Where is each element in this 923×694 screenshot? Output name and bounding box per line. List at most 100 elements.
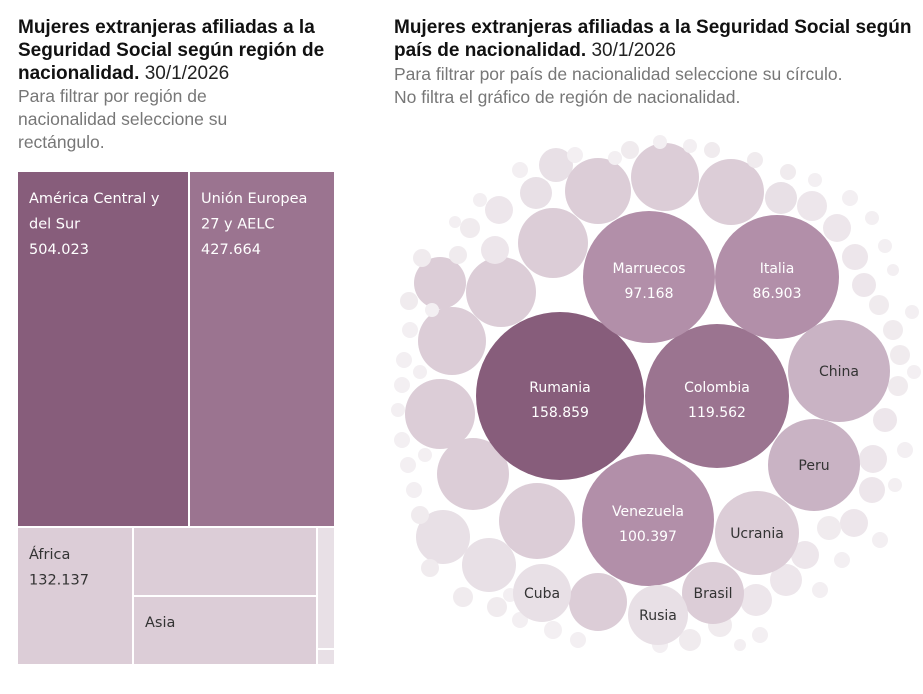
treemap-cell-asia[interactable]: Asia [134,597,316,664]
bubble-other-17[interactable] [873,408,897,432]
bubble-other-7[interactable] [518,208,588,278]
bubble-other-58[interactable] [683,139,697,153]
bubble-other-60[interactable] [747,152,763,168]
bubble-ucrania[interactable]: Ucrania [715,491,799,575]
bubble-other-47[interactable] [406,482,422,498]
bubble-other-67[interactable] [905,305,919,319]
bubble-other-12[interactable] [852,273,876,297]
bubble-circle-cuba[interactable] [513,564,571,622]
bubble-china[interactable]: China [788,320,890,422]
bubble-cuba[interactable]: Cuba [513,564,571,622]
bubble-other-31[interactable] [437,438,509,510]
bubble-other-21[interactable] [817,516,841,540]
bubble-other-62[interactable] [808,173,822,187]
bubble-other-61[interactable] [780,164,796,180]
bubble-marruecos[interactable]: Marruecos 97.168 [583,211,715,343]
bubble-other-72[interactable] [834,552,850,568]
bubble-other-20[interactable] [840,509,868,537]
bubble-other-15[interactable] [890,345,910,365]
bubble-other-11[interactable] [842,244,868,270]
bubble-other-63[interactable] [842,190,858,206]
bubble-circle-peru[interactable] [768,419,860,511]
bubble-circle-brasil[interactable] [682,562,744,624]
bubble-other-3[interactable] [698,159,764,225]
bubble-other-50[interactable] [453,587,473,607]
bubble-brasil[interactable]: Brasil [682,562,744,624]
bubble-other-44[interactable] [391,403,405,417]
bubble-other-78[interactable] [473,193,487,207]
bubble-other-55[interactable] [621,141,639,159]
treemap-rect-other-3[interactable] [134,528,316,595]
bubble-other-0[interactable] [539,148,573,182]
bubble-venezuela[interactable]: Venezuela 100.397 [582,454,714,586]
bubble-other-75[interactable] [734,639,746,651]
bubble-other-19[interactable] [859,477,885,503]
bubble-rumania[interactable]: Rumania 158.859 [476,312,644,480]
treemap-cell-other-5[interactable] [318,528,334,648]
bubble-other-34[interactable] [462,538,516,592]
treemap-cell-other-6[interactable] [318,650,334,664]
bubble-colombia[interactable]: Colombia 119.562 [645,324,789,468]
bubble-other-54[interactable] [570,632,586,648]
bubble-other-24[interactable] [740,584,772,616]
bubble-other-57[interactable] [653,135,667,149]
bubble-other-59[interactable] [704,142,720,158]
bubble-other-18[interactable] [859,445,887,473]
bubble-other-81[interactable] [413,365,427,379]
treemap-rect-asia[interactable] [134,597,316,664]
bubble-other-52[interactable] [512,612,528,628]
bubble-other-45[interactable] [394,432,410,448]
bubble-other-22[interactable] [791,541,819,569]
bubble-other-30[interactable] [405,379,475,449]
bubble-other-80[interactable] [425,303,439,317]
bubble-other-8[interactable] [466,257,536,327]
bubble-other-51[interactable] [487,597,507,617]
bubble-other-56[interactable] [608,151,622,165]
bubble-circle-colombia[interactable] [645,324,789,468]
bubble-other-71[interactable] [872,532,888,548]
bubble-other-37[interactable] [460,218,480,238]
bubble-other-6[interactable] [485,196,513,224]
bubble-other-41[interactable] [402,322,418,338]
bubble-other-13[interactable] [869,295,889,315]
treemap-rect-union-europea-27-y-aelc[interactable] [190,172,334,526]
bubble-other-70[interactable] [888,478,902,492]
bubble-other-73[interactable] [812,582,828,598]
bubble-other-14[interactable] [883,320,903,340]
bubble-other-43[interactable] [394,377,410,393]
bubble-other-36[interactable] [481,236,509,264]
bubble-circle-venezuela[interactable] [582,454,714,586]
bubble-other-39[interactable] [413,249,431,267]
bubble-circle-italia[interactable] [715,215,839,339]
bubble-rusia[interactable]: Rusia [628,585,688,645]
bubble-other-16[interactable] [888,376,908,396]
bubble-other-23[interactable] [770,564,802,596]
treemap-cell-america-central-y-del-sur[interactable]: América Central y del Sur 504.023 [18,172,188,526]
bubble-other-68[interactable] [907,365,921,379]
bubble-other-35[interactable] [569,573,627,631]
bubble-circle-ucrania[interactable] [715,491,799,575]
bubble-other-64[interactable] [865,211,879,225]
bubble-peru[interactable]: Peru [768,419,860,511]
bubble-other-76[interactable] [567,147,583,163]
bubble-other-2[interactable] [631,143,699,211]
bubble-circle-marruecos[interactable] [583,211,715,343]
bubble-other-46[interactable] [400,457,416,473]
bubble-other-42[interactable] [396,352,412,368]
bubble-circle-rumania[interactable] [476,312,644,480]
bubble-other-29[interactable] [418,307,486,375]
bubble-other-28[interactable] [414,257,466,309]
bubble-other-79[interactable] [449,216,461,228]
bubble-other-53[interactable] [544,621,562,639]
bubble-other-69[interactable] [897,442,913,458]
bubble-other-82[interactable] [418,448,432,462]
bubble-other-26[interactable] [679,629,701,651]
bubble-other-65[interactable] [878,239,892,253]
bubble-italia[interactable]: Italia 86.903 [715,215,839,339]
bubble-other-1[interactable] [565,158,631,224]
bubble-other-10[interactable] [823,214,851,242]
bubble-circle-rusia[interactable] [628,585,688,645]
bubble-other-48[interactable] [411,506,429,524]
bubble-other-49[interactable] [421,559,439,577]
bubble-other-4[interactable] [765,182,797,214]
